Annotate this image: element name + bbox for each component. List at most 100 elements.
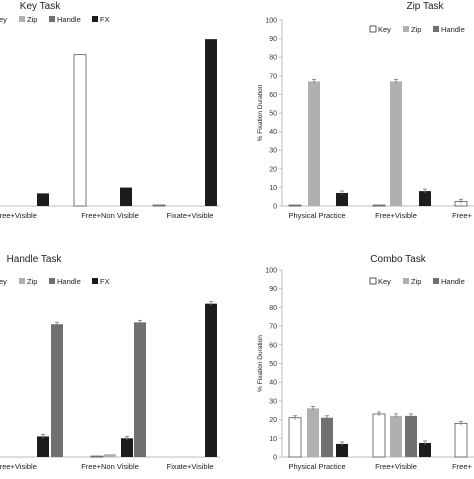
bar-key-1: [288, 204, 302, 207]
legend-label: Zip: [27, 277, 37, 286]
y-tick-label: 100: [265, 268, 277, 275]
bar-zip-2: [104, 454, 116, 457]
panel-title: Combo Task: [370, 254, 426, 265]
legend-swatch-handle: [49, 278, 55, 284]
bar-fx-1: [37, 436, 49, 457]
bar-fx-2: [121, 438, 133, 457]
category-label: Fixate+Visible: [167, 211, 214, 220]
category-label: Free+Visible: [375, 211, 417, 220]
bar-fx-2: [419, 191, 431, 206]
legend-label: Handle: [441, 25, 465, 34]
category-label: Free+Visible: [0, 211, 37, 220]
bar-zip-2: [390, 81, 402, 206]
panel-title: Zip Task: [406, 1, 444, 12]
legend: Key Zip Handle: [369, 25, 465, 34]
y-tick-label: 50: [269, 361, 277, 368]
legend-label: Handle: [57, 15, 81, 24]
legend-swatch-handle: [49, 16, 55, 22]
y-tick-label: 30: [269, 398, 277, 405]
legend-label: Handle: [441, 277, 465, 286]
y-axis-label: % Fixation Duration: [257, 335, 264, 392]
legend: Key Zip Handle FX: [0, 15, 110, 24]
y-tick-label: 60: [269, 92, 277, 99]
legend-label: FX: [100, 15, 110, 24]
bar-fx-1: [336, 192, 348, 206]
category-label: Physical Practice: [288, 211, 345, 220]
bar-key-3: [454, 422, 468, 458]
category-label: Free+: [452, 211, 472, 220]
legend-label: Zip: [411, 25, 421, 34]
bar-fx-3: [205, 39, 217, 206]
bar-handle-1: [51, 324, 63, 457]
y-tick-label: 20: [269, 166, 277, 173]
legend-swatch-handle: [433, 278, 439, 284]
bar-fx-1: [37, 193, 49, 206]
y-tick-label: 70: [269, 73, 277, 80]
legend-label: Key: [378, 25, 391, 34]
legend-swatch-fx: [92, 16, 98, 22]
panel-title: Key Task: [20, 1, 61, 12]
bar-key-3: [152, 204, 166, 207]
bar-key-2: [372, 413, 386, 458]
bar-zip-1: [308, 81, 320, 206]
y-tick-label: 80: [269, 305, 277, 312]
category-label: Free+Visible: [0, 462, 37, 471]
legend-swatch-key: [369, 277, 377, 285]
y-tick-label: 0: [273, 204, 277, 211]
y-tick-label: 10: [269, 436, 277, 443]
y-tick-label: 30: [269, 148, 277, 155]
category-label: Free+: [452, 462, 472, 471]
bar-fx-2: [120, 187, 132, 206]
category-label: Free+Visible: [375, 462, 417, 471]
bar-fx-1: [336, 443, 348, 457]
bar-zip-1: [307, 408, 319, 457]
bar-key-2: [372, 204, 386, 207]
chart-panel-2: Zip Task 0 10 20 30 40 50 60 70 80 90 100 % Fixation…: [257, 1, 474, 220]
bar-key-2: [90, 455, 104, 458]
bar-handle-2: [405, 415, 417, 457]
bar-fx-3: [205, 303, 217, 457]
legend-swatch-zip: [403, 26, 409, 32]
y-tick-label: 10: [269, 185, 277, 192]
y-tick-label: 90: [269, 286, 277, 293]
legend-label: Zip: [411, 277, 421, 286]
category-label: Fixate+Visible: [167, 462, 214, 471]
bar-key-1: [288, 417, 302, 458]
legend-label: Key: [0, 277, 7, 286]
legend-label: FX: [100, 277, 110, 286]
legend-label: Key: [378, 277, 391, 286]
panel-title: Handle Task: [7, 254, 63, 265]
y-tick-label: 70: [269, 324, 277, 331]
y-tick-label: 80: [269, 55, 277, 62]
y-tick-label: 90: [269, 36, 277, 43]
chart-panel-3: Handle Task Free+Visible Free+Non Visible F…: [0, 254, 220, 471]
legend-swatch-handle: [433, 26, 439, 32]
chart-panel-1: Key Task Free+Visible Free+Non Visible Fixa…: [0, 1, 220, 220]
y-tick-label: 100: [265, 18, 277, 25]
legend-label: Handle: [57, 277, 81, 286]
bar-zip-2: [390, 415, 402, 457]
legend-swatch-key: [369, 25, 377, 33]
category-label: Free+Non Visible: [81, 462, 139, 471]
category-label: Physical Practice: [288, 462, 345, 471]
legend: Key Zip Handle: [369, 277, 465, 286]
y-tick-label: 50: [269, 111, 277, 118]
category-label: Free+Non Visible: [81, 211, 139, 220]
legend-label: Zip: [27, 15, 37, 24]
bar-fx-2: [419, 442, 431, 457]
legend-swatch-fx: [92, 278, 98, 284]
legend-label: Key: [0, 15, 7, 24]
bar-handle-2: [134, 322, 146, 457]
legend-swatch-zip: [403, 278, 409, 284]
y-tick-label: 0: [273, 455, 277, 462]
y-axis-label: % Fixation Duration: [257, 84, 264, 141]
chart-panel-4: Combo Task 0 10 20 30 40 50 60 70 80 90 100 % Fixati…: [257, 254, 474, 471]
bar-handle-1: [321, 417, 333, 457]
y-tick-label: 40: [269, 129, 277, 136]
legend: Key Zip Handle FX: [0, 277, 110, 286]
legend-swatch-zip: [19, 278, 25, 284]
bar-key-2: [73, 54, 87, 207]
legend-swatch-zip: [19, 16, 25, 22]
